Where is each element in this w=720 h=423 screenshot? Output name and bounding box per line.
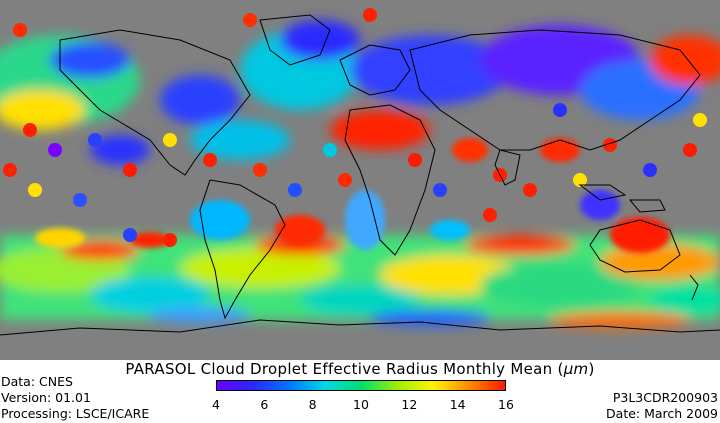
processing-label: Processing: LSCE/ICARE (1, 406, 150, 421)
map-svg (0, 8, 720, 336)
title-text: PARASOL Cloud Droplet Effective Radius M… (125, 360, 564, 378)
version-label: Version: 01.01 (1, 390, 91, 405)
colorbar-tick-label: 8 (308, 397, 317, 412)
sample-dots (3, 8, 707, 247)
colorbar-tick-label: 4 (212, 397, 220, 412)
colorbar (216, 380, 506, 391)
chart-title: PARASOL Cloud Droplet Effective Radius M… (0, 360, 720, 378)
colorbar-tick-label: 14 (449, 397, 466, 412)
coastlines (0, 14, 720, 336)
effective-radius-map (0, 0, 720, 360)
colorbar-tick-label: 16 (498, 397, 514, 412)
title-unit: μm (563, 360, 589, 378)
southern-ocean-band (0, 235, 720, 328)
date-label: Date: March 2009 (606, 406, 718, 421)
product-id-label: P3L3CDR200903 (612, 390, 718, 405)
tropical-patches (35, 138, 670, 253)
title-suffix: ) (588, 360, 595, 378)
data-source-label: Data: CNES (1, 374, 73, 389)
colorbar-tick-label: 12 (401, 397, 418, 412)
colorbar-tick-label: 10 (353, 397, 369, 412)
colorbar-tick-label: 6 (260, 397, 269, 412)
